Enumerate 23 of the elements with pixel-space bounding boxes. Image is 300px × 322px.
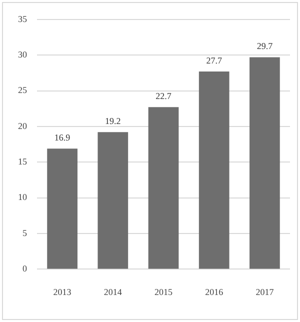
y-tick-label: 35 xyxy=(18,14,28,24)
y-tick-label: 20 xyxy=(18,120,28,131)
x-tick-label: 2013 xyxy=(53,286,72,297)
x-tick-label: 2016 xyxy=(205,286,224,297)
y-tick-label: 0 xyxy=(22,264,28,274)
bar xyxy=(250,57,280,269)
data-label: 22.7 xyxy=(156,91,172,102)
x-tick-label: 2017 xyxy=(256,286,274,297)
y-tick-label: 10 xyxy=(18,192,28,202)
bar xyxy=(47,148,78,269)
y-tick-label: 25 xyxy=(18,85,28,96)
y-tick-label: 5 xyxy=(22,228,28,238)
bar xyxy=(148,107,179,269)
data-label: 29.7 xyxy=(256,41,274,52)
data-label: 16.9 xyxy=(54,132,71,142)
bar xyxy=(98,132,128,269)
data-label: 19.2 xyxy=(105,116,121,126)
y-tick-label: 15 xyxy=(18,156,28,166)
y-tick-label: 30 xyxy=(18,49,28,60)
data-label: 27.7 xyxy=(206,55,222,66)
x-tick-label: 2014 xyxy=(104,286,122,297)
bar xyxy=(198,72,230,269)
x-tick-label: 2015 xyxy=(154,286,173,297)
